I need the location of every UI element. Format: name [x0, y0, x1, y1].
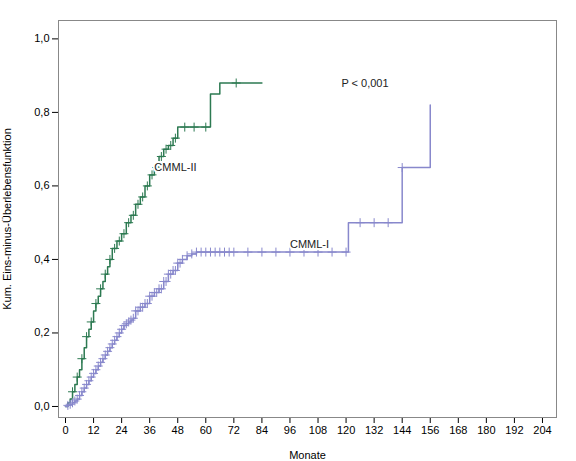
svg-text:48: 48: [172, 424, 184, 436]
svg-text:Monate: Monate: [289, 449, 326, 461]
svg-text:1,0: 1,0: [34, 32, 49, 44]
svg-text:168: 168: [449, 424, 467, 436]
svg-text:60: 60: [200, 424, 212, 436]
svg-text:0,0: 0,0: [34, 400, 49, 412]
svg-text:12: 12: [87, 424, 99, 436]
svg-text:0,8: 0,8: [34, 106, 49, 118]
svg-text:72: 72: [228, 424, 240, 436]
svg-text:144: 144: [393, 424, 411, 436]
svg-text:0: 0: [62, 424, 68, 436]
svg-text:Kum. Eins-minus-Überlebensfunk: Kum. Eins-minus-Überlebensfunktion: [1, 128, 13, 310]
svg-text:204: 204: [533, 424, 551, 436]
svg-text:36: 36: [144, 424, 156, 436]
svg-text:180: 180: [477, 424, 495, 436]
svg-text:0,4: 0,4: [34, 253, 49, 265]
svg-text:P < 0,001: P < 0,001: [341, 77, 388, 89]
svg-text:84: 84: [256, 424, 268, 436]
svg-text:156: 156: [421, 424, 439, 436]
svg-text:0,6: 0,6: [34, 179, 49, 191]
svg-text:CMML-I: CMML-I: [290, 238, 329, 250]
svg-text:24: 24: [116, 424, 128, 436]
svg-text:108: 108: [309, 424, 327, 436]
svg-text:0,2: 0,2: [34, 326, 49, 338]
svg-text:120: 120: [337, 424, 355, 436]
svg-text:96: 96: [284, 424, 296, 436]
svg-text:192: 192: [505, 424, 523, 436]
svg-text:132: 132: [365, 424, 383, 436]
svg-text:CMML-II: CMML-II: [154, 161, 196, 173]
